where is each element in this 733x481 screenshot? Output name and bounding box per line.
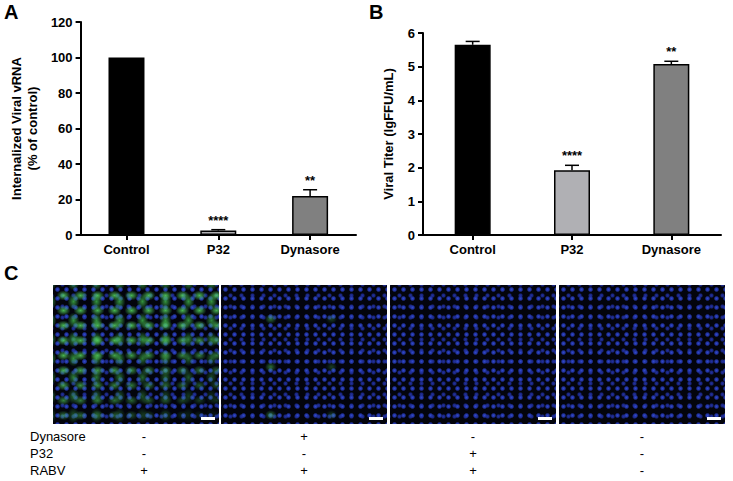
svg-text:Dynasore: Dynasore xyxy=(642,242,701,257)
svg-text:0: 0 xyxy=(65,228,72,243)
svg-text:1: 1 xyxy=(408,194,415,209)
svg-text:****: **** xyxy=(208,213,229,228)
svg-text:P32: P32 xyxy=(560,242,583,257)
svg-text:**: ** xyxy=(305,173,316,188)
html-text:RABV: RABV xyxy=(30,463,66,478)
svg-text:****: **** xyxy=(562,148,583,163)
html-text:C: C xyxy=(4,262,19,284)
svg-text:Viral Titer (lgFFU/mL): Viral Titer (lgFFU/mL) xyxy=(381,68,396,200)
svg-text:B: B xyxy=(369,1,383,23)
svg-text:**: ** xyxy=(666,44,677,59)
html-text:Dynasore: Dynasore xyxy=(30,429,86,444)
svg-text:2: 2 xyxy=(408,160,415,175)
svg-text:100: 100 xyxy=(51,50,73,65)
svg-text:60: 60 xyxy=(58,121,72,136)
svg-text:40: 40 xyxy=(58,157,72,172)
html-text:P32: P32 xyxy=(30,446,54,461)
svg-text:(% of control): (% of control) xyxy=(25,87,40,171)
svg-text:20: 20 xyxy=(58,192,72,207)
svg-text:120: 120 xyxy=(51,15,73,30)
svg-text:3: 3 xyxy=(408,127,415,142)
svg-text:Internalized Viral vRNA: Internalized Viral vRNA xyxy=(9,56,24,199)
svg-text:Dynasore: Dynasore xyxy=(280,242,339,257)
svg-text:6: 6 xyxy=(408,26,415,41)
svg-text:4: 4 xyxy=(408,93,416,108)
svg-text:0: 0 xyxy=(408,228,415,243)
svg-text:5: 5 xyxy=(408,59,415,74)
svg-text:80: 80 xyxy=(58,86,72,101)
svg-text:P32: P32 xyxy=(207,242,230,257)
svg-text:A: A xyxy=(4,1,18,23)
svg-text:Control: Control xyxy=(450,242,496,257)
svg-text:Control: Control xyxy=(103,242,149,257)
